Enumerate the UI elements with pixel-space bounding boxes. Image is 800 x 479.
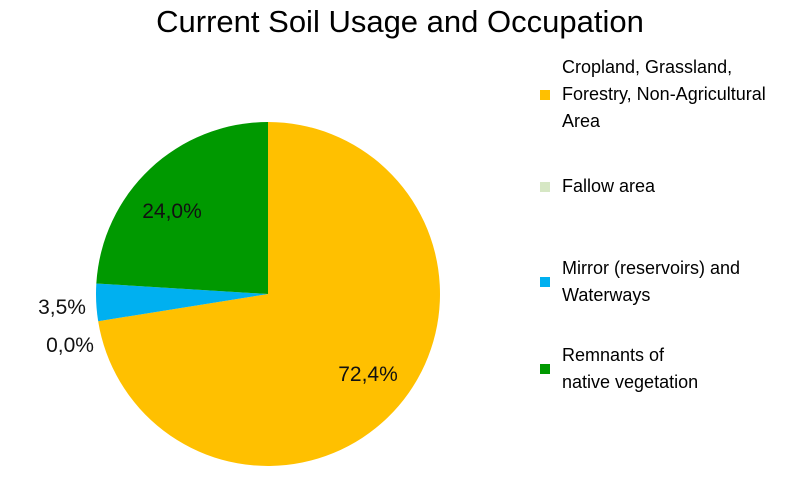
legend-line: Remnants of (562, 345, 665, 365)
slice-waterways-data-label: 3,5% (38, 296, 86, 319)
legend-line: native vegetation (562, 372, 699, 392)
legend-item-waterways: Mirror (reservoirs) and Waterways (540, 255, 800, 309)
slice-native-vegetation (96, 121, 268, 294)
slice-cropland (98, 122, 440, 466)
legend-swatch-cropland (540, 89, 550, 100)
legend-swatch-waterways (540, 277, 550, 287)
legend-item-native-vegetation: Remnants of native vegetation (540, 342, 800, 396)
legend-label-cropland: Cropland, Grassland, Forestry, Non-Agric… (562, 54, 766, 135)
legend-label-native-vegetation: Remnants of native vegetation (562, 342, 698, 396)
legend-line: Forestry, Non-Agricultural (562, 84, 766, 104)
slice-native-vegetation-data-label: 24,0% (142, 200, 202, 223)
slice-waterways (95, 283, 268, 322)
legend-line: Cropland, Grassland, (562, 57, 733, 77)
slice-fallow-data-label: 0,0% (46, 334, 94, 357)
slice-cropland-data-label: 72,4% (338, 363, 398, 386)
legend-line: Area (562, 111, 601, 131)
legend-item-cropland: Cropland, Grassland, Forestry, Non-Agric… (540, 54, 800, 135)
legend-swatch-fallow (540, 181, 550, 192)
legend-line: Waterways (562, 285, 651, 305)
pie-chart: 72,4% 0,0% 3,5% 24,0% (38, 121, 440, 466)
chart-title: Current Soil Usage and Occupation (156, 4, 644, 39)
legend-swatch-native-vegetation (540, 364, 550, 374)
legend-label-fallow: Fallow area (562, 173, 655, 200)
legend-item-fallow: Fallow area (540, 173, 800, 200)
legend-line: Mirror (reservoirs) and (562, 258, 741, 278)
legend-label-waterways: Mirror (reservoirs) and Waterways (562, 255, 740, 309)
legend-line: Fallow area (562, 176, 656, 196)
